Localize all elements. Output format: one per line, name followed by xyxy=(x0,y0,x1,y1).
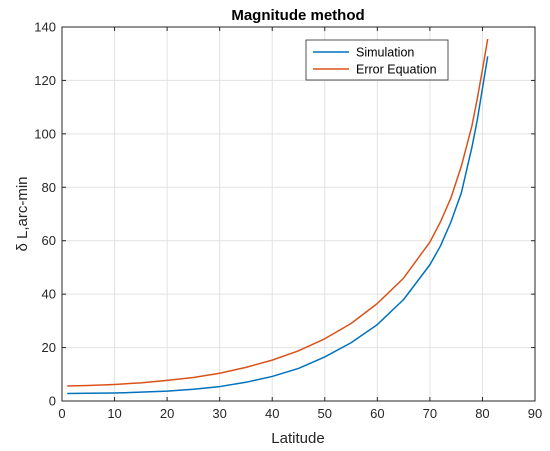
y-tick-label: 60 xyxy=(42,233,56,248)
axis-ticks: 0 10 20 30 40 50 60 70 80 90 0 20 40 60 80 100 120 140 xyxy=(34,20,542,422)
chart-title: Magnitude method xyxy=(231,7,364,24)
x-tick-label: 70 xyxy=(423,406,437,421)
legend-label-simulation: Simulation xyxy=(356,46,414,60)
x-tick-label: 80 xyxy=(475,406,489,421)
x-tick-label: 10 xyxy=(107,406,121,421)
y-tick-label: 140 xyxy=(34,20,56,35)
x-tick-label: 20 xyxy=(160,406,174,421)
y-tick-label: 40 xyxy=(42,287,56,302)
x-axis-label: Latitude xyxy=(271,430,324,447)
grid-lines xyxy=(62,27,535,401)
x-tick-label: 50 xyxy=(318,406,332,421)
legend-label-error-equation: Error Equation xyxy=(356,63,437,77)
x-tick-label: 40 xyxy=(265,406,279,421)
plot-area-background xyxy=(62,27,535,401)
y-tick-label: 0 xyxy=(49,394,56,409)
x-tick-label: 0 xyxy=(58,406,65,421)
plot-area-border xyxy=(61,26,536,402)
x-tick-label: 60 xyxy=(370,406,384,421)
legend: Simulation Error Equation xyxy=(305,39,449,81)
x-tick-label: 90 xyxy=(528,406,542,421)
y-tick-label: 80 xyxy=(42,180,56,195)
y-axis-label: δ L,arc-min xyxy=(14,176,31,251)
y-tick-label: 20 xyxy=(42,340,56,355)
legend-box xyxy=(305,39,449,81)
series-line-error-equation xyxy=(67,38,489,387)
y-tick-label: 100 xyxy=(34,126,56,141)
y-tick-label: 120 xyxy=(34,73,56,88)
series-lines xyxy=(67,38,489,395)
series-line-simulation xyxy=(67,56,489,395)
x-tick-label: 30 xyxy=(212,406,226,421)
